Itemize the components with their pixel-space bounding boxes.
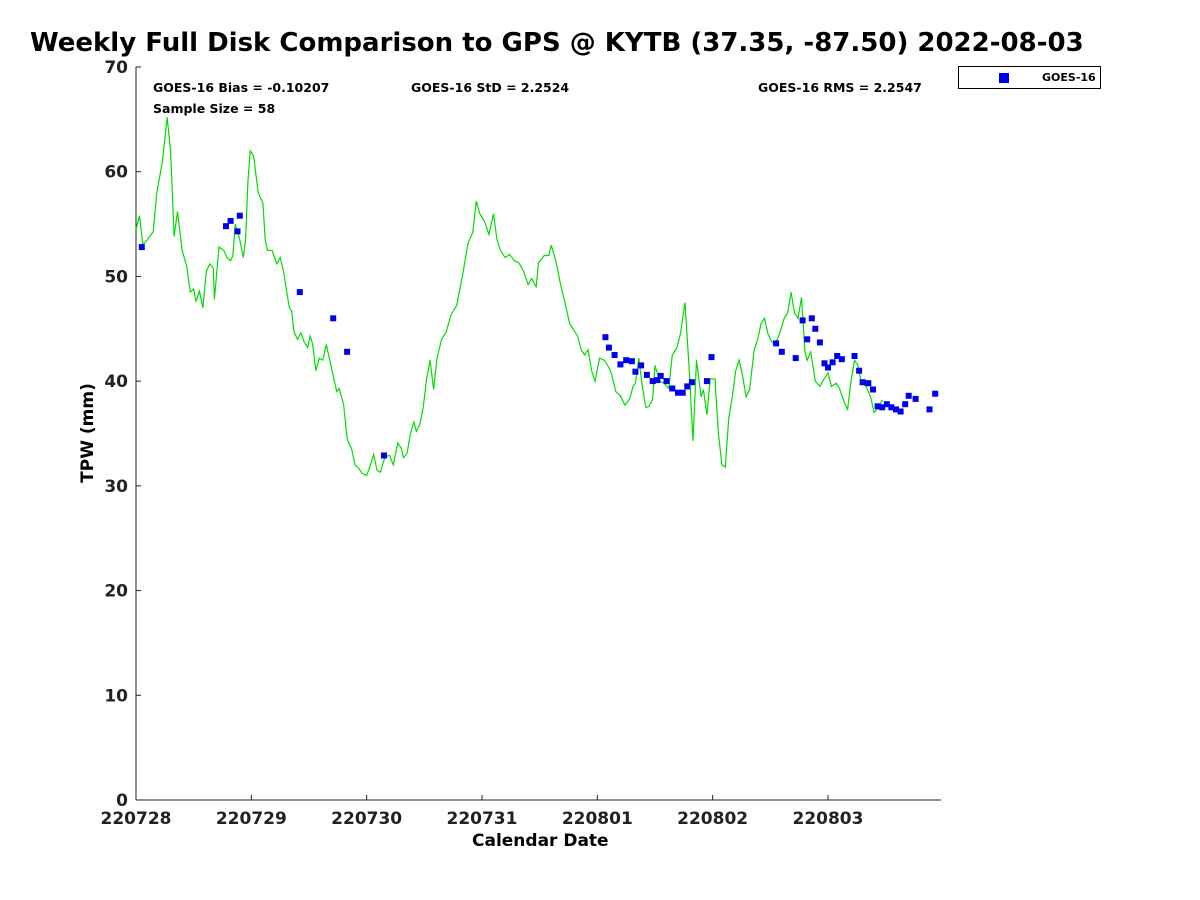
legend-label-goes16: GOES-16 xyxy=(1042,71,1096,84)
goes16-point xyxy=(649,378,656,385)
goes16-point xyxy=(821,360,828,367)
goes16-point xyxy=(870,386,876,393)
gps-line xyxy=(135,117,883,477)
goes-series xyxy=(138,212,939,459)
goes16-point xyxy=(679,389,686,396)
goes16-point xyxy=(804,336,811,343)
rms-stat: GOES-16 RMS = 2.2547 xyxy=(758,80,922,95)
y-tick-label: 0 xyxy=(116,791,128,811)
goes16-point xyxy=(825,364,831,371)
goes16-point xyxy=(778,348,785,355)
goes16-point xyxy=(223,223,229,230)
y-tick-label: 60 xyxy=(104,163,128,183)
y-tick-label: 30 xyxy=(104,477,128,497)
goes16-point xyxy=(773,340,780,347)
x-tick-label: 220728 xyxy=(101,809,172,829)
x-tick-label: 220803 xyxy=(792,809,863,829)
goes16-point xyxy=(865,380,872,387)
goes16-point xyxy=(623,357,630,364)
goes16-point xyxy=(602,334,609,341)
goes16-point xyxy=(236,212,243,219)
goes16-point xyxy=(834,353,841,359)
goes16-point xyxy=(344,348,351,355)
goes16-point xyxy=(227,217,234,224)
legend-marker-goes16 xyxy=(999,73,1009,83)
x-tick-label: 220730 xyxy=(331,809,402,829)
goes16-point xyxy=(643,371,650,378)
goes16-point xyxy=(234,228,241,235)
goes16-point xyxy=(799,317,806,324)
goes16-point xyxy=(628,358,635,365)
sample-size-stat: Sample Size = 58 xyxy=(153,101,276,116)
goes16-point xyxy=(883,401,890,408)
goes16-point xyxy=(381,452,387,459)
goes16-point xyxy=(296,289,303,296)
goes16-point xyxy=(684,383,691,390)
goes16-point xyxy=(675,389,681,396)
gps-series xyxy=(135,117,883,477)
x-ticks: 220728 220729 220730 220731 220801 220802 2208… xyxy=(101,795,863,829)
x-tick-label: 220731 xyxy=(446,809,517,829)
goes16-point xyxy=(330,315,337,322)
goes16-point xyxy=(632,368,639,375)
y-tick-label: 70 xyxy=(104,58,128,78)
bias-stat: GOES-16 Bias = -0.10207 xyxy=(153,80,330,95)
goes16-point xyxy=(905,392,912,399)
goes16-point xyxy=(902,401,909,408)
goes16-point xyxy=(703,378,710,385)
goes16-point xyxy=(688,379,695,386)
goes16-point xyxy=(859,379,866,386)
std-stat: GOES-16 StD = 2.2524 xyxy=(411,80,570,95)
y-tick-label: 40 xyxy=(104,372,128,392)
goes16-point xyxy=(932,390,939,397)
x-tick-label: 220801 xyxy=(562,809,633,829)
goes16-point xyxy=(611,352,618,358)
goes16-point xyxy=(708,354,715,361)
goes16-point xyxy=(879,404,886,411)
y-axis-label: TPW (mm) xyxy=(78,383,98,483)
goes16-point xyxy=(138,244,145,251)
x-tick-label: 220729 xyxy=(216,809,287,829)
goes16-point xyxy=(874,403,881,410)
goes16-point xyxy=(851,353,858,359)
goes16-point xyxy=(829,359,836,366)
y-ticks: 0 10 20 30 40 50 60 70 xyxy=(104,58,141,811)
goes16-point xyxy=(638,362,645,369)
goes16-point xyxy=(605,344,612,351)
goes16-point xyxy=(897,408,904,415)
goes16-point xyxy=(663,378,670,385)
goes16-point xyxy=(856,367,863,374)
goes16-point xyxy=(888,404,895,411)
goes16-point xyxy=(654,377,661,384)
goes16-point xyxy=(893,406,899,413)
x-axis-label: Calendar Date xyxy=(472,831,609,851)
goes16-point xyxy=(812,325,819,332)
goes16-point xyxy=(808,315,815,322)
y-tick-label: 10 xyxy=(104,686,128,706)
x-tick-label: 220802 xyxy=(677,809,748,829)
goes16-point xyxy=(657,372,664,379)
y-tick-label: 20 xyxy=(104,582,128,602)
goes16-point xyxy=(838,356,845,363)
goes16-point xyxy=(926,406,933,413)
y-tick-label: 50 xyxy=(104,267,128,287)
goes16-point xyxy=(617,361,624,368)
goes16-point xyxy=(912,395,919,402)
goes16-point xyxy=(816,339,823,346)
goes16-point xyxy=(669,385,676,392)
legend: GOES-16 xyxy=(958,66,1101,89)
goes16-point xyxy=(792,355,799,362)
chart-title: Weekly Full Disk Comparison to GPS @ KYT… xyxy=(30,28,1084,58)
